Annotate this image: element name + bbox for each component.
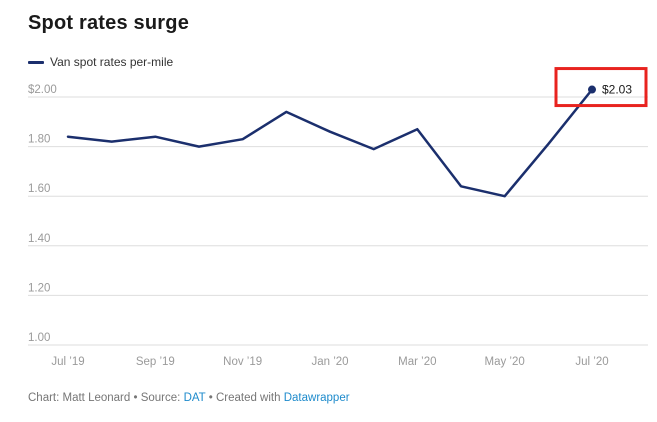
legend: Van spot rates per-mile — [28, 55, 173, 69]
x-tick-label: Jul ’19 — [51, 356, 84, 368]
x-tick-label: Jul ’20 — [575, 356, 608, 368]
footer-source-prefix: Source: — [140, 392, 181, 404]
x-tick-label: Jan ’20 — [311, 356, 348, 368]
footer-separator: • — [133, 392, 138, 404]
footer-separator: • — [208, 392, 213, 404]
y-tick-label: 1.80 — [28, 134, 50, 146]
series-line — [66, 88, 594, 198]
y-tick-label: $2.00 — [28, 84, 57, 96]
y-tick-label: 1.20 — [28, 282, 50, 294]
footer-chart-credit: Chart: Matt Leonard — [28, 392, 131, 404]
y-tick-label: 1.60 — [28, 183, 50, 195]
chart-title: Spot rates surge — [28, 12, 190, 34]
y-tick-label: 1.40 — [28, 233, 50, 245]
y-tick-label: 1.00 — [28, 332, 50, 344]
x-tick-label: May ’20 — [485, 356, 525, 368]
annotation-label: $2.03 — [602, 83, 632, 97]
annotation-box — [554, 67, 648, 108]
footer-source-link[interactable]: DAT — [183, 392, 206, 404]
x-tick-label: Mar ’20 — [398, 356, 436, 368]
x-tick-label: Nov ’19 — [223, 356, 262, 368]
footer-created-prefix: Created with — [215, 392, 281, 404]
legend-label: Van spot rates per-mile — [50, 55, 174, 69]
footer-datawrapper-link[interactable]: Datawrapper — [283, 392, 350, 404]
x-tick-label: Sep ’19 — [136, 356, 175, 368]
legend-line-swatch — [28, 60, 44, 64]
end-point-dot — [588, 85, 596, 94]
footer-credits: Chart: Matt Leonard • Source: DAT • Crea… — [28, 392, 350, 404]
